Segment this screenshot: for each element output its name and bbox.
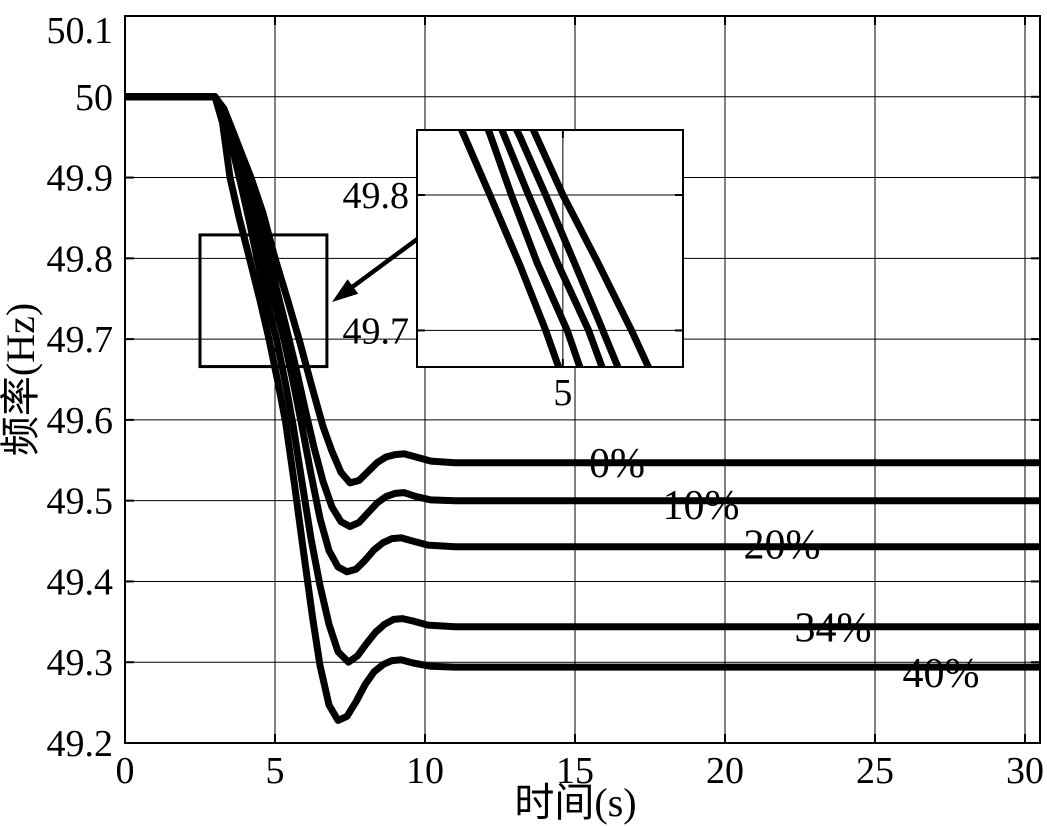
y-tick-label: 49.2 [47, 723, 114, 765]
inset-ticks [417, 130, 683, 367]
x-axis-label: 时间(s) [514, 780, 636, 825]
curve-label-34%: 34% [795, 606, 872, 652]
y-tick-label: 49.9 [47, 158, 114, 200]
y-tick-label: 49.7 [47, 319, 114, 361]
inset-curves [457, 130, 653, 367]
y-tick-label: 50.1 [47, 10, 114, 52]
curve-label-40%: 40% [903, 651, 980, 697]
axis-ticks [124, 15, 1040, 744]
x-tick-label: 30 [1006, 750, 1044, 792]
x-tick-label: 5 [266, 750, 285, 792]
series-curve-34% [125, 93, 1040, 666]
y-tick-label: 49.5 [47, 481, 114, 523]
main-curves [125, 93, 1040, 724]
y-tick-label: 50 [75, 77, 113, 119]
y-axis-label: 频率(Hz) [0, 303, 43, 456]
inset-border [416, 129, 684, 368]
inset-plot: 49.8 49.7 5 [343, 129, 684, 414]
x-tick-label: 0 [116, 750, 135, 792]
x-tick-label: 25 [856, 750, 894, 792]
x-tick-label: 10 [406, 750, 444, 792]
curve-label-10%: 10% [663, 483, 740, 529]
zoom-rectangle [198, 233, 329, 369]
y-tick-label: 49.8 [47, 238, 114, 280]
curve-label-20%: 20% [744, 522, 821, 568]
inset-xtick-label: 5 [553, 372, 572, 414]
plot-border [124, 15, 1041, 744]
y-tick-label: 49.3 [47, 642, 114, 684]
zoom-arrow [332, 232, 426, 302]
curve-label-0%: 0% [589, 441, 645, 487]
series-curve-40% [125, 93, 1040, 724]
series-curve-20% [125, 93, 1040, 576]
inset-ytick-label: 49.8 [343, 175, 410, 217]
y-tick-label: 49.4 [47, 561, 114, 603]
x-tick-label: 15 [556, 750, 594, 792]
y-tick-label: 49.6 [47, 400, 114, 442]
inset-ytick-label: 49.7 [343, 310, 410, 352]
series-curve-40% [457, 130, 563, 367]
x-tick-label: 20 [706, 750, 744, 792]
